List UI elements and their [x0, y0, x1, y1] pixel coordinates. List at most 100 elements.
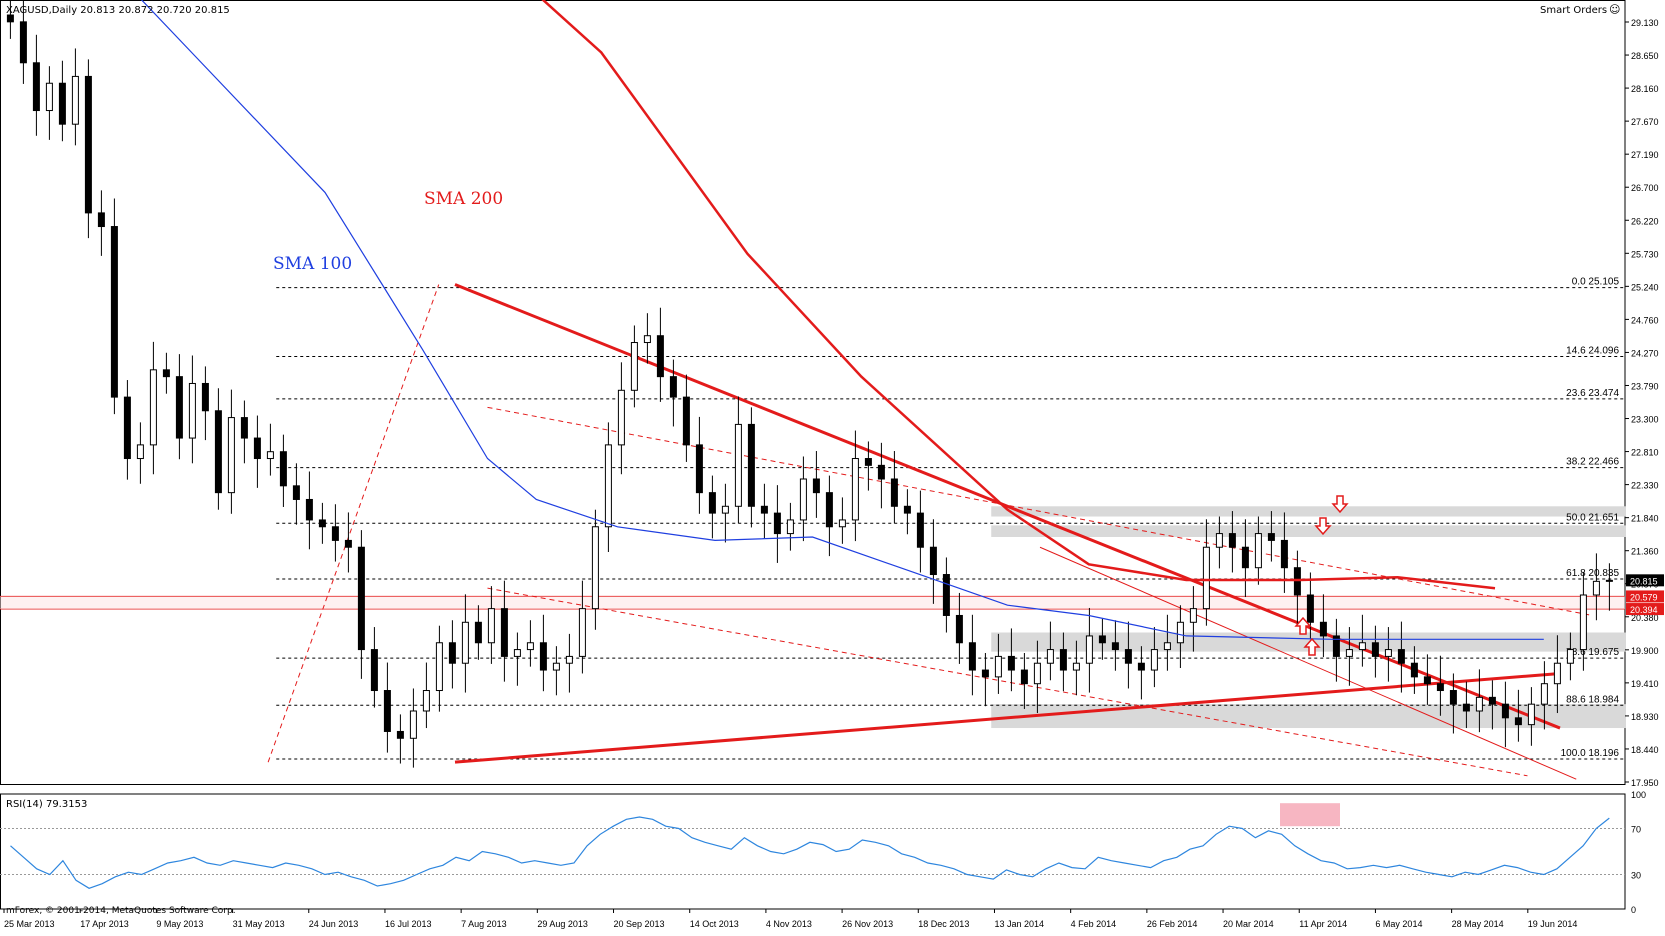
candle-body: [643, 335, 651, 344]
price-frame: [0, 0, 1626, 785]
rsi-tick-label: 0: [1631, 905, 1636, 915]
candle-body: [1254, 533, 1262, 569]
fibo-label: 61.8 20.835: [1566, 568, 1619, 579]
candle-body: [1592, 580, 1600, 596]
candle-body: [1293, 567, 1301, 596]
candle-body: [1384, 649, 1392, 657]
candle-body: [994, 655, 1002, 678]
x-tick-label: 17 Apr 2013: [80, 919, 129, 929]
y-tick-label: 23.790: [1631, 381, 1659, 391]
y-tick-label: 28.160: [1631, 84, 1659, 94]
x-tick-label: 16 Jul 2013: [385, 919, 432, 929]
candle-body: [1111, 642, 1119, 651]
candle-body: [71, 75, 79, 125]
up-arrow-icon: [1294, 616, 1312, 635]
candle-body: [747, 423, 755, 507]
candle-body: [370, 649, 378, 692]
candle-body: [851, 458, 859, 521]
candle-body: [1150, 649, 1158, 671]
y-tick-label: 24.760: [1631, 315, 1659, 325]
candle-body: [1072, 662, 1080, 671]
candle-body: [305, 498, 313, 521]
y-tick-label: 25.240: [1631, 282, 1659, 292]
price-panel: 0.0 25.105 14.6 24.096 23.6 23.474 38.2 22.…: [0, 0, 1626, 785]
smart-orders-label[interactable]: Smart Orders: [1540, 5, 1608, 16]
sma200-annotation: SMA 200: [424, 189, 504, 209]
channel-line: [487, 406, 1593, 616]
candle-body: [1358, 642, 1366, 651]
consolidation-zone: [991, 525, 1626, 537]
candle-body: [1280, 539, 1288, 569]
x-tick-label: 11 Apr 2014: [1299, 919, 1347, 929]
trendline: [1039, 546, 1577, 780]
y-tick-label: 28.650: [1631, 51, 1659, 61]
candle-body: [656, 335, 664, 378]
candle-body: [1163, 642, 1171, 651]
fibo-label: 0.0 25.105: [1572, 277, 1620, 288]
y-tick-label: 22.810: [1631, 448, 1659, 458]
fibo-label: 88.6 18.984: [1566, 694, 1619, 705]
sma200-line: [541, 0, 1496, 590]
candle-body: [1462, 703, 1470, 712]
x-tick-label: 18 Dec 2013: [918, 919, 969, 929]
candle-body: [435, 642, 443, 692]
candle-body: [526, 642, 534, 651]
candle-body: [162, 369, 170, 378]
x-tick-label: 28 May 2014: [1452, 919, 1504, 929]
price-box: [1626, 603, 1664, 616]
candle-body: [552, 662, 560, 671]
price-box: [1626, 574, 1664, 587]
candle-body: [344, 539, 352, 548]
candle-body: [578, 608, 586, 657]
x-tick-label: 26 Nov 2013: [842, 919, 893, 929]
fibo-label: 78.6 19.675: [1566, 647, 1619, 658]
candle-body: [1605, 579, 1613, 582]
candle-body: [1332, 635, 1340, 657]
candle-body: [1098, 635, 1106, 644]
candle-body: [318, 519, 326, 528]
y-tick-label: 22.330: [1631, 481, 1659, 491]
fibo-label: 23.6 23.474: [1566, 388, 1619, 399]
candle-body: [1306, 594, 1314, 623]
candle-body: [201, 382, 209, 412]
candle-body: [97, 212, 105, 228]
candle-body: [669, 376, 677, 398]
x-tick-label: 25 Mar 2013: [4, 919, 55, 929]
candle-body: [136, 444, 144, 460]
candle-body: [448, 642, 456, 664]
candle-body: [721, 505, 729, 514]
candle-body: [708, 492, 716, 514]
candle-body: [32, 62, 40, 112]
rsi-frame: [0, 793, 1626, 910]
axes: 29.130 28.650 28.160 27.670 27.190 26.700 26.2…: [3, 18, 1664, 929]
sma100-annotation: SMA 100: [273, 254, 353, 274]
x-tick-label: 6 May 2014: [1375, 919, 1422, 929]
candle-body: [1553, 662, 1561, 685]
candle-body: [1345, 649, 1353, 657]
candle-body: [188, 382, 196, 439]
y-tick-label: 24.270: [1631, 348, 1659, 358]
candle-body: [422, 690, 430, 712]
down-arrow-icon: [1314, 517, 1332, 536]
candle-body: [279, 451, 287, 487]
y-tick-label: 20.380: [1631, 613, 1659, 623]
symbol-title: XAGUSD,Daily 20.813 20.872 20.720 20.815: [6, 5, 230, 16]
candle-body: [149, 369, 157, 446]
rsi-tick-label: 100: [1631, 790, 1646, 800]
candle-body: [58, 82, 66, 125]
x-tick-label: 13 Jan 2014: [994, 919, 1044, 929]
candle-body: [1527, 703, 1535, 726]
candle-body: [45, 82, 53, 112]
candle-body: [1319, 621, 1327, 637]
candle-body: [474, 621, 482, 644]
candle-body: [825, 492, 833, 528]
candle-body: [1124, 649, 1132, 664]
candle-body: [617, 389, 625, 446]
candle-body: [968, 642, 976, 671]
candle-body: [773, 512, 781, 535]
candle-body: [1046, 649, 1054, 664]
candle-body: [84, 75, 92, 214]
candle-body: [695, 444, 703, 494]
copyright-label: mForex, © 2001-2014, MetaQuotes Software…: [6, 906, 236, 916]
